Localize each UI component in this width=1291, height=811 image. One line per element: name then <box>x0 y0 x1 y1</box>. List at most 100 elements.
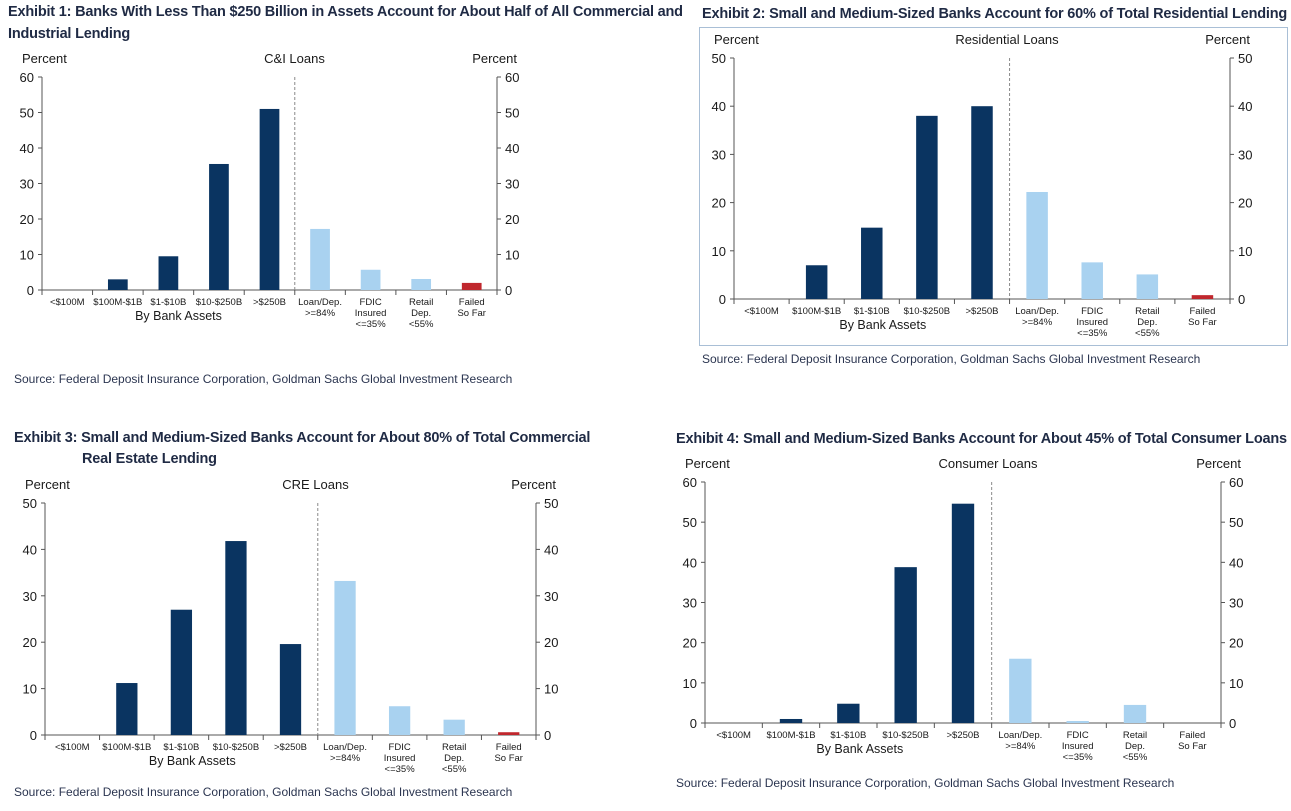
right-axis-label: Percent <box>472 51 517 66</box>
exhibit-3-title-line2: Real Estate Lending <box>82 451 217 467</box>
x-tick-label: <55% <box>442 764 467 775</box>
y-tick-label-left: 0 <box>27 283 34 298</box>
left-axis-label: Percent <box>714 32 759 47</box>
bar-3 <box>837 703 860 723</box>
y-tick-label-left: 40 <box>20 141 34 156</box>
bar-3 <box>861 227 883 299</box>
exhibit-2-title: Exhibit 2: Small and Medium-Sized Banks … <box>702 6 1288 22</box>
bar-5 <box>259 108 280 290</box>
bar-4 <box>916 115 938 299</box>
y-tick-label-right: 50 <box>505 106 519 121</box>
y-tick-label-left: 50 <box>683 515 697 530</box>
chart-title: Residential Loans <box>955 32 1059 47</box>
y-tick-label-left: 10 <box>683 676 697 691</box>
bar-2 <box>107 279 128 290</box>
chart-title: C&I Loans <box>264 51 325 66</box>
x-tick-label: <$100M <box>744 306 779 317</box>
x-tick-label: Failed <box>496 742 522 753</box>
x-tick-label: Retail <box>409 297 433 308</box>
chart-title: Consumer Loans <box>939 456 1038 471</box>
x-tick-label: >=84% <box>305 308 336 319</box>
x-tick-label: <55% <box>409 319 434 330</box>
bar-3 <box>170 609 193 735</box>
bar-4 <box>894 567 917 723</box>
x-tick-label: <55% <box>1123 752 1148 763</box>
x-tick-label: So Far <box>494 753 523 764</box>
bar-8 <box>443 719 465 735</box>
y-tick-label-left: 40 <box>683 555 697 570</box>
x-tick-label: <55% <box>1135 328 1160 339</box>
bar-2 <box>779 718 803 723</box>
exhibit-4-chart: 0 0 10 10 20 20 30 30 40 40 50 50 60 60 Percent Percent… <box>683 456 1244 763</box>
exhibit-1-title-line2: Industrial Lending <box>8 26 131 42</box>
x-tick-label: Loan/Dep. <box>998 730 1042 741</box>
x-tick-label: >=84% <box>330 753 361 764</box>
x-tick-label: <$100M <box>55 742 90 753</box>
x-tick-label: Insured <box>355 308 387 319</box>
bar-6 <box>1009 658 1032 723</box>
y-tick-label-right: 40 <box>544 542 558 557</box>
bar-6 <box>334 580 356 735</box>
bar-7 <box>1066 720 1089 723</box>
y-tick-label-right: 20 <box>1238 196 1252 211</box>
bar-7 <box>388 706 411 735</box>
x-tick-label: Loan/Dep. <box>298 297 342 308</box>
exhibit-1-source: Source: Federal Deposit Insurance Corpor… <box>14 372 513 386</box>
left-axis-label: Percent <box>685 456 730 471</box>
y-tick-label-left: 60 <box>683 475 697 490</box>
y-tick-label-right: 30 <box>1229 596 1243 611</box>
bar-4 <box>209 163 229 290</box>
exhibit-4-title: Exhibit 4: Small and Medium-Sized Banks … <box>676 431 1287 447</box>
x-tick-label: Loan/Dep. <box>323 742 367 753</box>
bar-5 <box>971 106 993 299</box>
x-tick-label: $1-$10B <box>150 297 186 308</box>
y-tick-label-left: 30 <box>712 147 726 162</box>
x-tick-label: So Far <box>1188 317 1217 328</box>
x-tick-label: >$250B <box>965 306 998 317</box>
y-tick-label-right: 0 <box>505 283 512 298</box>
bar-4 <box>225 541 247 735</box>
y-tick-label-left: 10 <box>712 244 726 259</box>
x-tick-label: So Far <box>1178 741 1207 752</box>
y-tick-label-right: 30 <box>1238 147 1252 162</box>
y-tick-label-right: 40 <box>1238 99 1252 114</box>
bar-5 <box>279 644 302 735</box>
exhibit-1-title: Exhibit 1: Banks With Less Than $250 Bil… <box>8 4 683 20</box>
exhibit-3-source: Source: Federal Deposit Insurance Corpor… <box>14 785 513 799</box>
x-tick-label: <=35% <box>1063 752 1094 763</box>
x-tick-label: <=35% <box>385 764 416 775</box>
x-tick-label: Failed <box>1190 306 1216 317</box>
x-tick-label: $10-$250B <box>904 306 950 317</box>
y-tick-label-right: 40 <box>1229 555 1243 570</box>
y-tick-label-right: 10 <box>544 682 558 697</box>
y-tick-label-left: 30 <box>20 177 34 192</box>
x-tick-label: FDIC <box>389 742 411 753</box>
x-tick-label: <=35% <box>356 319 387 330</box>
x-tick-label: Dep. <box>1125 741 1145 752</box>
bar-2 <box>116 683 138 735</box>
y-tick-label-left: 30 <box>683 596 697 611</box>
group-label: By Bank Assets <box>135 309 222 323</box>
y-tick-label-right: 50 <box>544 496 558 511</box>
bar-7 <box>360 269 381 290</box>
y-tick-label-left: 20 <box>20 212 34 227</box>
y-tick-label-right: 50 <box>1238 51 1252 66</box>
x-tick-label: $1-$10B <box>830 730 866 741</box>
y-tick-label-right: 0 <box>544 728 551 743</box>
bar-8 <box>1136 274 1159 299</box>
y-tick-label-left: 50 <box>20 106 34 121</box>
right-axis-label: Percent <box>1205 32 1250 47</box>
exhibit-2-chart: 0 0 10 10 20 20 30 30 40 40 50 50 Percent Percent Resi… <box>712 32 1253 339</box>
y-tick-label-left: 60 <box>20 70 34 85</box>
x-tick-label: Insured <box>384 753 416 764</box>
y-tick-label-left: 10 <box>23 682 37 697</box>
x-tick-label: <$100M <box>50 297 85 308</box>
x-tick-label: Insured <box>1062 741 1094 752</box>
exhibit-2-frame <box>699 27 1288 346</box>
bar-3 <box>158 256 179 290</box>
x-tick-label: $100M-$1B <box>102 742 151 753</box>
x-tick-label: >$250B <box>253 297 286 308</box>
x-tick-label: $10-$250B <box>213 742 259 753</box>
y-tick-label-left: 0 <box>719 292 726 307</box>
y-tick-label-right: 30 <box>505 177 519 192</box>
